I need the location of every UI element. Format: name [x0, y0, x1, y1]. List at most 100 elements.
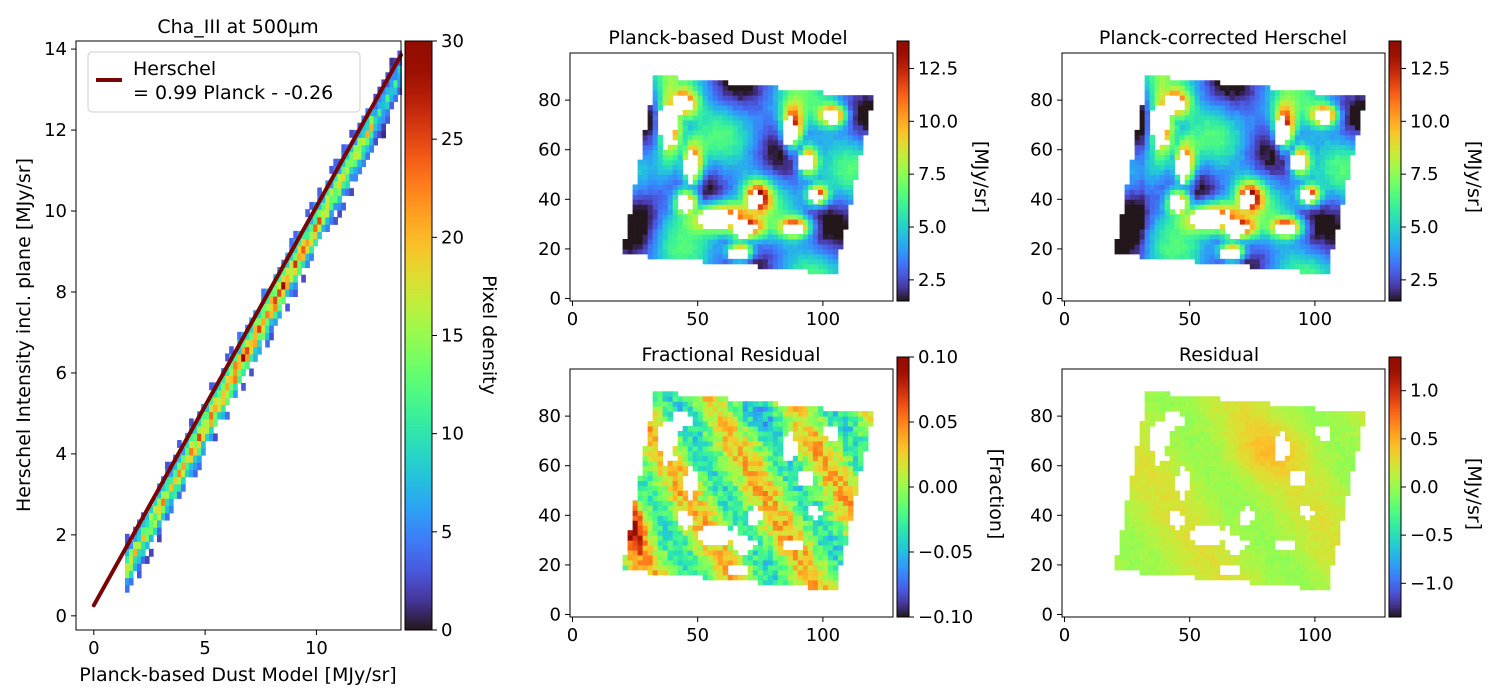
map-pixel	[1149, 564, 1156, 571]
map-pixel	[1134, 184, 1141, 190]
map-pixel	[822, 535, 829, 541]
map-pixel	[1284, 169, 1291, 176]
map-pixel	[762, 559, 769, 566]
map-pixel	[1174, 154, 1181, 161]
map-pixel	[832, 263, 839, 270]
map-pixel	[722, 490, 729, 496]
map-pixel	[822, 149, 829, 156]
map-pixel	[1134, 134, 1141, 141]
map-pixel	[827, 525, 834, 531]
map-pixel	[637, 555, 644, 561]
histogram-cell	[124, 548, 130, 557]
map-pixel	[752, 470, 759, 477]
map-pixel	[1129, 515, 1136, 521]
map-pixel	[722, 416, 729, 422]
map-pixel	[1274, 194, 1281, 200]
map-pixel	[722, 179, 729, 185]
map-pixel	[777, 248, 784, 255]
map-pixel	[742, 184, 749, 190]
map-pixel	[647, 194, 654, 200]
map-pixel	[1229, 184, 1236, 190]
map-pixel	[1144, 204, 1151, 210]
map-pixel	[637, 169, 644, 176]
histogram-cell	[309, 231, 314, 240]
map-pixel	[1314, 144, 1321, 151]
map-pixel	[677, 470, 684, 477]
histogram-cell	[141, 526, 146, 535]
map-pixel	[747, 470, 754, 477]
map-pixel	[677, 396, 684, 402]
map-pixel	[1329, 194, 1336, 200]
map-pixel	[1304, 144, 1311, 151]
map-pixel	[1129, 204, 1136, 210]
map-pixel	[1139, 154, 1146, 161]
map-pixel	[652, 95, 659, 101]
map-pixel	[742, 555, 749, 561]
map-pixel	[1194, 85, 1201, 91]
map-pixel	[677, 440, 684, 447]
map-pixel	[727, 559, 734, 566]
map-pixel	[1149, 490, 1156, 496]
map-pixel	[827, 139, 834, 146]
map-pixel	[637, 545, 644, 551]
map-pixel	[1144, 115, 1151, 121]
map-pixel	[647, 105, 654, 111]
map-pixel	[737, 209, 744, 215]
map-pixel	[667, 540, 674, 546]
map-pixel	[767, 258, 774, 265]
map-pixel	[682, 174, 689, 180]
map-pixel	[627, 545, 634, 551]
map-pixel	[657, 164, 664, 171]
map-pixel	[777, 470, 784, 477]
map-pixel	[1274, 189, 1281, 195]
map-pixel	[697, 105, 704, 111]
map-pixel	[717, 253, 724, 260]
map-pixel	[1264, 129, 1271, 136]
map-pixel	[752, 465, 759, 472]
histogram-cell	[149, 512, 154, 521]
map-pixel	[757, 535, 764, 541]
map-pixel	[1204, 174, 1211, 180]
map-pixel	[752, 110, 759, 116]
histogram-cell	[153, 505, 158, 514]
histogram-cell	[173, 476, 178, 485]
histogram-cell	[289, 267, 294, 276]
map-pixel	[1294, 139, 1301, 146]
map-pixel	[822, 189, 829, 195]
histogram-cell	[141, 548, 146, 557]
map-pixel	[657, 406, 664, 412]
map-pixel	[832, 555, 839, 561]
map-pixel	[717, 421, 724, 427]
map-pixel	[747, 445, 754, 452]
map-pixel	[737, 100, 744, 106]
map-pixel	[697, 525, 704, 531]
map-pixel	[1309, 189, 1316, 195]
map-pixel	[1239, 90, 1246, 96]
map-pixel	[1304, 105, 1311, 111]
histogram-cell	[193, 454, 198, 463]
map-pixel	[1164, 204, 1171, 210]
histogram-cell	[213, 404, 218, 413]
map-pixel	[812, 500, 819, 506]
map-pixel	[822, 540, 829, 546]
map-pixel	[1144, 100, 1151, 106]
map-pixel	[802, 263, 809, 270]
map-pixel	[727, 179, 734, 185]
histogram-cell	[273, 310, 278, 319]
map-pixel	[687, 90, 694, 96]
map-pixel	[1284, 263, 1291, 270]
map-pixel	[1139, 110, 1146, 116]
map-pixel	[1274, 90, 1281, 96]
map-pixel	[752, 214, 759, 220]
map-pixel	[787, 179, 794, 185]
map-pixel	[1339, 134, 1346, 141]
map-pixel	[1144, 396, 1151, 402]
map-pixel	[807, 124, 814, 131]
map-pixel	[737, 194, 744, 200]
map-pixel	[807, 139, 814, 146]
map-pixel	[807, 169, 814, 176]
map-pixel	[1119, 214, 1126, 220]
map-pixel	[1299, 234, 1306, 240]
map-pixel	[687, 555, 694, 561]
